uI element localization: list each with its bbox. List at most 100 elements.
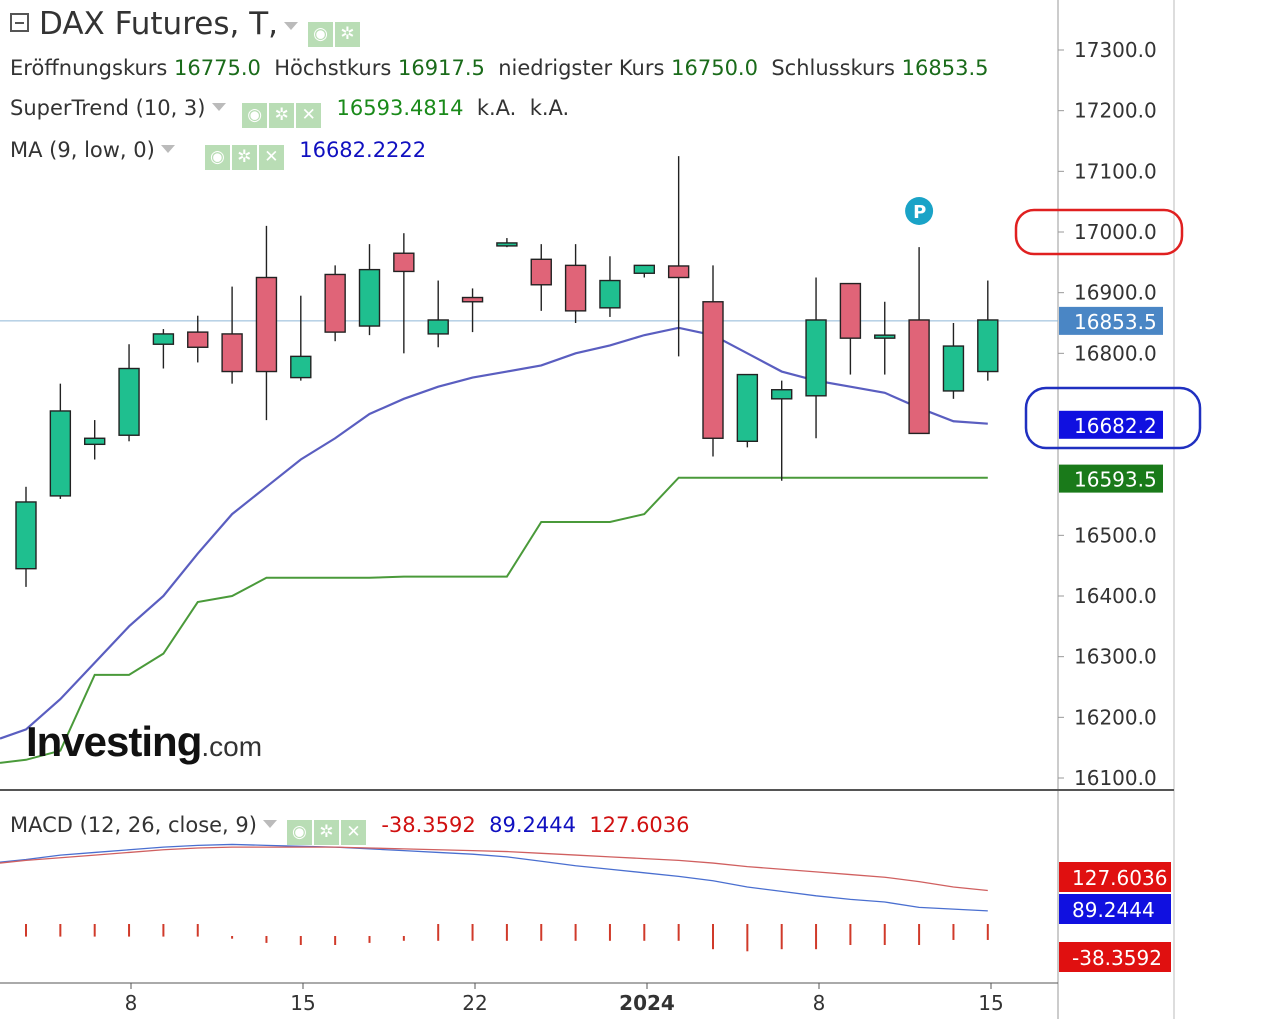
collapse-icon[interactable] (10, 13, 29, 32)
x-tick-label: 22 (462, 991, 487, 1015)
candle-body (49, 410, 72, 497)
candle-body (255, 276, 278, 373)
eye-icon[interactable]: ◉ (286, 820, 312, 845)
close-icon[interactable]: ✕ (258, 145, 284, 170)
y-tick-label: 16900.0 (1074, 281, 1157, 305)
close-icon[interactable]: ✕ (296, 103, 322, 128)
candle-body (427, 319, 449, 335)
p-marker (905, 197, 934, 225)
chevron-down-icon[interactable] (262, 820, 277, 828)
gear-icon[interactable]: ✲ (313, 820, 339, 845)
eye-icon[interactable]: ◉ (204, 145, 230, 170)
macd-legend: MACD (12, 26, close, 9) ◉ ✲ ✕ -38.3592 89.2… (10, 813, 690, 845)
annotation-blue-oval (1024, 386, 1202, 450)
candle-body (564, 264, 587, 312)
candle-body (736, 373, 759, 443)
candle-body (221, 333, 243, 373)
candle-body (152, 333, 175, 345)
candle-body (393, 252, 415, 273)
open-value: 16775.0 (174, 56, 261, 80)
y-tick-label: 17200.0 (1074, 99, 1157, 123)
candle-body (496, 242, 518, 247)
y-tick-label: 16400.0 (1074, 584, 1157, 608)
ma-name: MA (9, low, 0) (10, 138, 155, 162)
y-tick-label: 17100.0 (1074, 159, 1157, 183)
candle-body (908, 319, 930, 435)
macd-signal-tag-bg (1059, 862, 1171, 892)
candle-body (530, 258, 552, 286)
y-tick-label: 16200.0 (1074, 705, 1157, 729)
macd-value-tag: 89.2444 (1072, 898, 1155, 922)
logo-main: Investing (26, 718, 202, 765)
x-tick-label: 8 (813, 991, 826, 1015)
low-value: 16750.0 (671, 56, 758, 80)
macd-value: 89.2444 (489, 813, 576, 837)
y-tick-label: 16300.0 (1074, 645, 1157, 669)
gear-icon[interactable]: ✲ (269, 103, 295, 128)
candle-body (324, 273, 346, 333)
candle-body (667, 265, 690, 279)
high-label: Höchstkurs (274, 56, 392, 80)
eye-icon[interactable]: ◉ (308, 22, 333, 47)
gear-icon[interactable]: ✲ (335, 22, 360, 47)
current-price-tag-bg (1059, 306, 1163, 335)
y-tick-label: 16500.0 (1074, 523, 1157, 547)
chevron-down-icon[interactable] (284, 22, 298, 30)
supertrend-price-tag-bg (1059, 464, 1163, 493)
macd-hist-tag-bg (1059, 942, 1171, 972)
y-tick-label: 16100.0 (1074, 766, 1157, 790)
x-tick-label: 15 (978, 991, 1003, 1015)
ma-line (0, 326, 988, 740)
candle-body (977, 319, 999, 373)
x-tick-label: 15 (290, 991, 315, 1015)
x-tick-label: 8 (125, 991, 138, 1015)
supertrend-line (0, 476, 988, 764)
candle-body (771, 389, 793, 400)
supertrend-value: 16593.4814 (336, 96, 464, 120)
y-tick-label: 17300.0 (1074, 38, 1157, 62)
chart-title-row: DAX Futures, T, ◉ ✲ (10, 6, 362, 47)
candle-body (83, 437, 106, 446)
ma-legend: MA (9, low, 0) ◉ ✲ ✕ 16682.2222 (10, 138, 426, 170)
y-tick-label: 17000.0 (1074, 220, 1157, 244)
macd-name: MACD (12, 26, close, 9) (10, 813, 257, 837)
gear-icon[interactable]: ✲ (231, 145, 257, 170)
candle-body (358, 268, 381, 327)
ma-price-tag: 16682.2 (1074, 414, 1157, 438)
supertrend-legend: SuperTrend (10, 3) ◉ ✲ ✕ 16593.4814 k.A. k… (10, 96, 569, 128)
eye-icon[interactable]: ◉ (242, 103, 268, 128)
ma-value: 16682.2222 (299, 138, 427, 162)
candle-body (839, 282, 862, 339)
candle-body (290, 355, 312, 379)
macd-hist-tag: -38.3592 (1072, 946, 1162, 970)
macd-line (0, 843, 988, 912)
chart-title: DAX Futures, T, (39, 6, 278, 42)
close-icon[interactable]: ✕ (340, 820, 366, 845)
candle-body (702, 301, 724, 439)
chevron-down-icon[interactable] (211, 103, 226, 111)
macd-signal-value: 127.6036 (589, 813, 690, 837)
supertrend-name: SuperTrend (10, 3) (10, 96, 206, 120)
candle-body (874, 334, 896, 339)
candle-body (15, 501, 37, 570)
candle-body (187, 331, 209, 348)
ohlc-row: Eröffnungskurs 16775.0 Höchstkurs 16917.… (10, 56, 988, 80)
macd-value-tag-bg (1059, 894, 1171, 924)
current-price-tag: 16853.5 (1074, 310, 1157, 334)
open-label: Eröffnungskurs (10, 56, 168, 80)
close-value: 16853.5 (901, 56, 989, 80)
supertrend-extra-2: k.A. (529, 96, 570, 120)
investing-logo: Investing.com (26, 718, 262, 766)
close-label: Schlusskurs (771, 56, 895, 80)
y-tick-label: 16800.0 (1074, 341, 1157, 365)
candle-body (942, 345, 965, 392)
chevron-down-icon[interactable] (160, 145, 175, 153)
macd-hist-value: -38.3592 (381, 813, 476, 837)
annotation-red-oval (1014, 208, 1184, 256)
candle-body (118, 367, 140, 436)
p-marker-label: P (913, 202, 926, 223)
logo-suffix: .com (201, 731, 263, 762)
macd-signal-line (0, 846, 988, 892)
low-label: niedrigster Kurs (498, 56, 665, 80)
